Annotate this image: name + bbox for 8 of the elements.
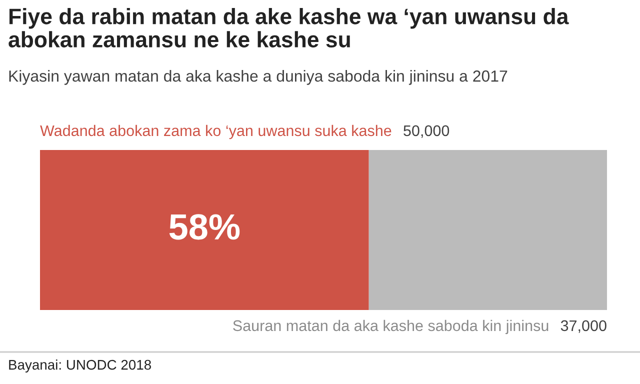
text: 50,000 xyxy=(404,125,450,138)
text: 37,000 xyxy=(560,320,606,333)
chart-title: Fiye da rabin matan da ake kashe wa ‘yan uwansu da abokan zamansu ne ke kashe su xyxy=(8,8,569,48)
chart-subtitle: Kiyasin yawan matan da aka kashe a duniya saboda kin jininsu a 2017 xyxy=(9,70,508,85)
series-label: Sauran matan da aka kashe saboda kin jininsu xyxy=(233,320,548,334)
series-label: Wadanda abokan zama ko ‘yan uwansu suka kashe xyxy=(40,124,392,140)
annotation: 58% xyxy=(169,214,240,240)
text: Bayanai: UNODC 2018 xyxy=(9,360,151,372)
